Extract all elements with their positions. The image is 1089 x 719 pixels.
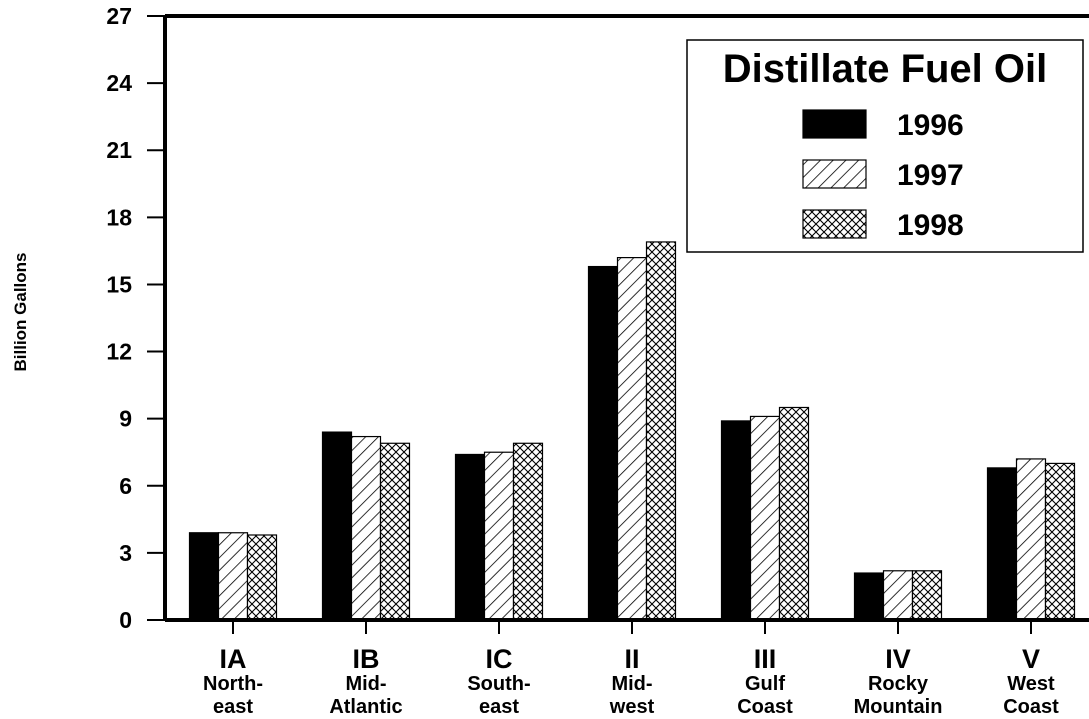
x-tick-label-code: IB: [353, 644, 380, 674]
x-tick-label-code: III: [754, 644, 777, 674]
y-tick-label: 24: [106, 70, 132, 96]
y-tick-label: 21: [106, 137, 132, 163]
bar-1998-ib: [379, 442, 411, 621]
bar-1998-iii: [778, 406, 810, 621]
bar-1996-ii: [587, 265, 619, 621]
x-tick-label-name: west: [609, 696, 655, 718]
x-axis: IANorth-eastIBMid-AtlanticICSouth-eastII…: [203, 620, 1059, 718]
legend-swatch-1996: [802, 109, 867, 139]
bar-1997-v: [1015, 458, 1047, 621]
bar-1997-ii: [616, 257, 648, 621]
legend: Distillate Fuel Oil 1996 1997 1998: [686, 39, 1084, 253]
x-tick-label-name: Rocky: [868, 673, 929, 695]
x-tick-label-name: Gulf: [745, 673, 785, 695]
y-axis: 0 3 6 9 12 15 18 21 24 27: [106, 3, 165, 633]
x-tick-label-name: South-: [467, 673, 530, 695]
y-tick-label: 9: [119, 406, 132, 432]
bar-1997-ib: [350, 435, 382, 621]
x-tick-label-name: Coast: [737, 696, 793, 718]
x-tick-label-name: Mid-: [611, 673, 652, 695]
bar-1998-v: [1044, 462, 1076, 621]
bars-layer: [188, 241, 1076, 621]
bar-1998-iv: [911, 570, 943, 621]
y-tick-label: 12: [106, 339, 132, 365]
y-tick-label: 15: [106, 271, 132, 297]
bar-1997-ic: [483, 451, 515, 621]
x-tick-label-name: Mountain: [854, 696, 943, 718]
y-tick-label: 18: [106, 204, 132, 230]
bar-1996-v: [986, 467, 1018, 621]
y-tick-label: 27: [106, 3, 132, 29]
x-tick-label-code: II: [624, 644, 639, 674]
legend-swatch-1997: [802, 159, 867, 189]
y-tick-label: 0: [119, 607, 132, 633]
legend-title: Distillate Fuel Oil: [723, 47, 1048, 91]
legend-label-1997: 1997: [897, 159, 964, 192]
y-axis-label: Billion Gallons: [11, 252, 30, 371]
y-tick-label: 6: [119, 473, 132, 499]
x-tick-label-name: Mid-: [345, 673, 386, 695]
bar-1996-iii: [720, 420, 752, 621]
x-tick-label-name: Atlantic: [329, 696, 402, 718]
x-tick-label-name: Coast: [1003, 696, 1059, 718]
bar-1998-ic: [512, 442, 544, 621]
legend-entries: 1996 1997 1998: [802, 109, 964, 242]
x-tick-label-code: V: [1022, 644, 1040, 674]
bar-1996-iv: [853, 572, 885, 621]
legend-swatch-1998: [802, 209, 867, 239]
bar-1996-ic: [454, 453, 486, 621]
x-tick-label-code: IA: [220, 644, 247, 674]
legend-box: [686, 39, 1084, 253]
bar-1998-ii: [645, 241, 677, 621]
x-tick-label-name: east: [213, 696, 253, 718]
bar-1997-ia: [217, 532, 249, 621]
legend-label-1996: 1996: [897, 109, 964, 142]
y-tick-label: 3: [119, 540, 132, 566]
x-tick-label-name: West: [1007, 673, 1055, 695]
bar-1996-ib: [321, 431, 353, 621]
bar-1997-iii: [749, 415, 781, 621]
x-tick-label-name: east: [479, 696, 519, 718]
x-tick-label-code: IC: [486, 644, 513, 674]
bar-1996-ia: [188, 532, 220, 621]
x-tick-label-code: IV: [885, 644, 911, 674]
x-tick-label-name: North-: [203, 673, 263, 695]
legend-label-1998: 1998: [897, 209, 964, 242]
bar-1998-ia: [246, 534, 278, 621]
bar-1997-iv: [882, 570, 914, 621]
